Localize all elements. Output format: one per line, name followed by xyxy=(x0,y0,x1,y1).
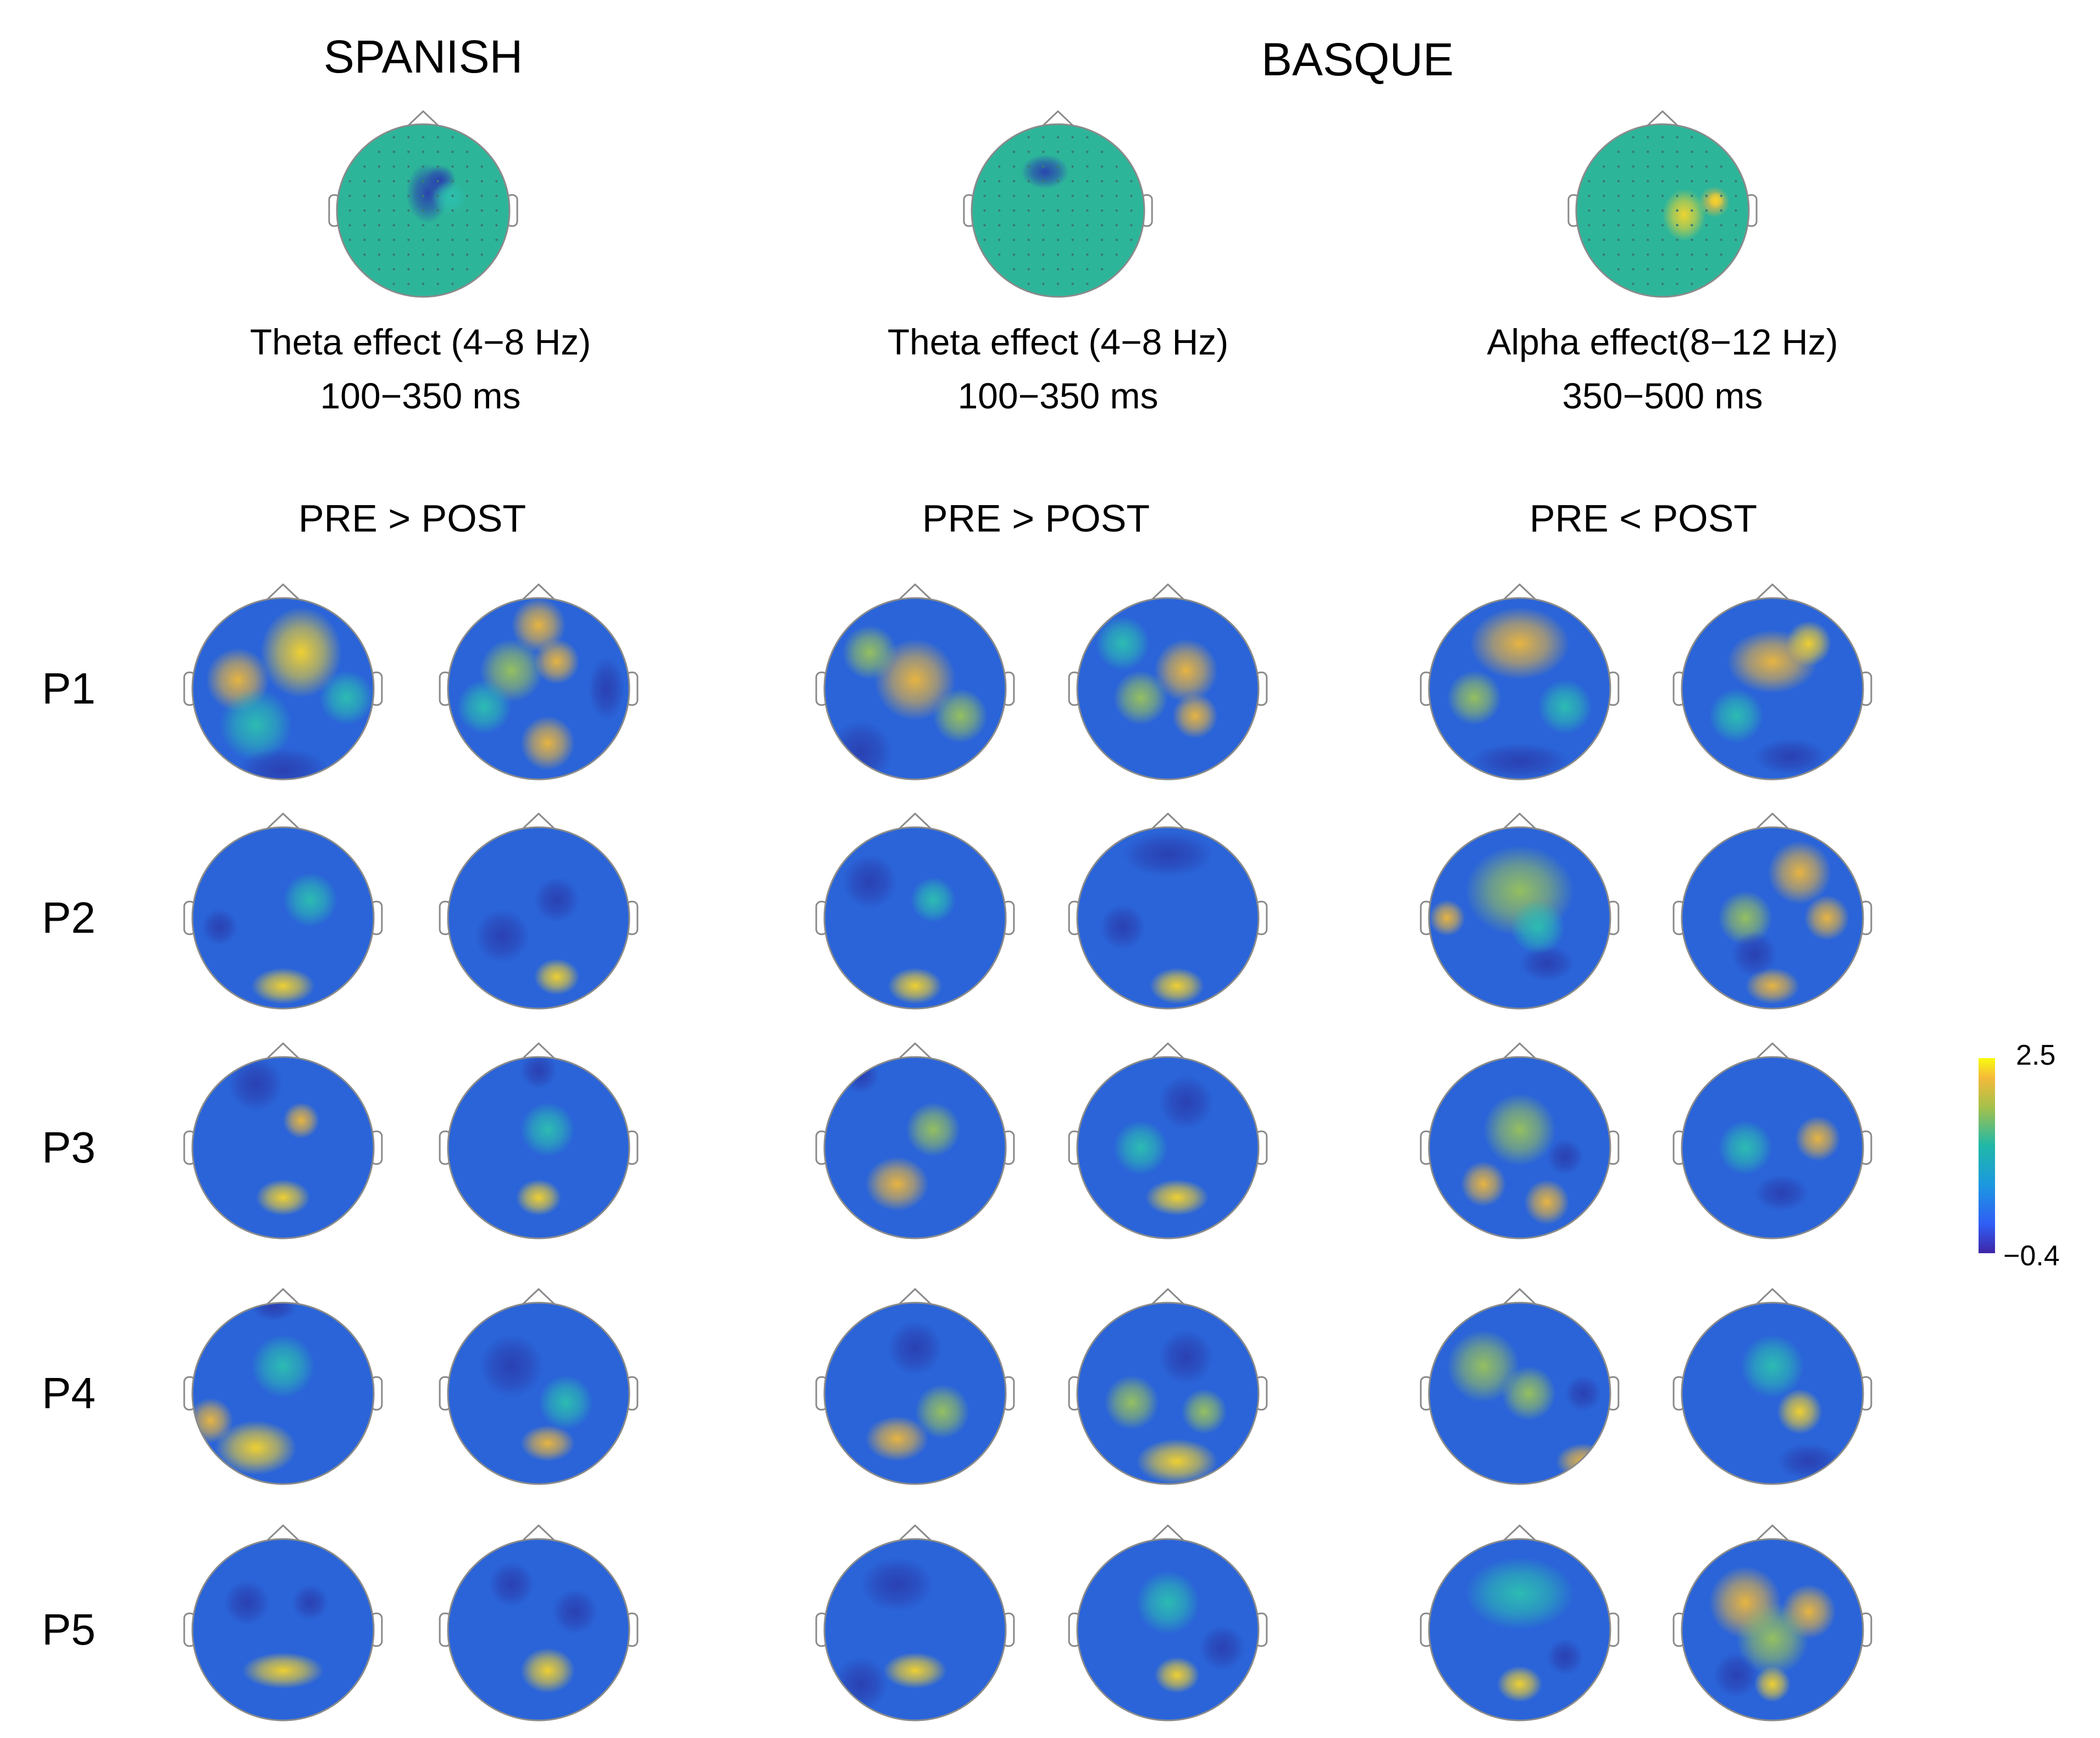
topomap-p2-1 xyxy=(183,812,383,1010)
colorbar-max-label: 2.5 xyxy=(2016,1039,2056,1071)
condition-label-2: PRE > POST xyxy=(922,497,1150,540)
topomap-p1-5 xyxy=(1420,583,1620,781)
topomap-p5-6 xyxy=(1672,1524,1872,1722)
language-label-spanish: SPANISH xyxy=(323,31,523,82)
topomap-p1-1 xyxy=(183,583,383,781)
effect-3-window: 350−500 ms xyxy=(1562,375,1763,416)
summary-map-spanish-theta xyxy=(328,110,518,298)
topomap-p3-5 xyxy=(1420,1042,1620,1239)
topomap-p2-5 xyxy=(1420,812,1620,1010)
colorbar-min-label: −0.4 xyxy=(2003,1240,2060,1272)
topomap-p4-2 xyxy=(439,1288,639,1485)
topomap-p1-4 xyxy=(1068,583,1268,781)
condition-label-1: PRE > POST xyxy=(298,497,527,540)
topomap-p3-2 xyxy=(439,1042,639,1239)
participant-label-p1: P1 xyxy=(42,664,96,713)
effect-2-window: 100−350 ms xyxy=(957,375,1159,416)
effect-1-window: 100−350 ms xyxy=(320,375,521,416)
topomap-p5-3 xyxy=(815,1524,1015,1722)
topomap-p1-6 xyxy=(1672,583,1872,781)
effect-3-band: Alpha effect(8−12 Hz) xyxy=(1487,322,1838,362)
topomap-p1-2 xyxy=(439,583,639,781)
summary-map-basque-theta xyxy=(963,110,1153,298)
language-label-basque: BASQUE xyxy=(1261,34,1454,85)
participant-label-p2: P2 xyxy=(42,893,96,942)
topomap-p3-1 xyxy=(183,1042,383,1239)
topomap-p2-3 xyxy=(815,812,1015,1010)
colorbar xyxy=(1979,1058,1995,1253)
topomap-p1-3 xyxy=(815,583,1015,781)
topomap-p5-2 xyxy=(439,1524,639,1722)
topomap-p4-3 xyxy=(815,1288,1015,1485)
participant-label-p4: P4 xyxy=(42,1369,96,1418)
participant-label-p3: P3 xyxy=(42,1123,96,1172)
topomap-p4-1 xyxy=(183,1288,383,1485)
topomap-p5-1 xyxy=(183,1524,383,1722)
topomap-p5-5 xyxy=(1420,1524,1620,1722)
effect-2-band: Theta effect (4−8 Hz) xyxy=(887,322,1229,362)
topomap-p2-2 xyxy=(439,812,639,1010)
topomap-p3-3 xyxy=(815,1042,1015,1239)
topomap-p2-4 xyxy=(1068,812,1268,1010)
effect-1-band: Theta effect (4−8 Hz) xyxy=(250,322,591,362)
topomap-p2-6 xyxy=(1672,812,1872,1010)
topomap-p5-4 xyxy=(1068,1524,1268,1722)
topomap-p4-5 xyxy=(1420,1288,1620,1485)
participant-label-p5: P5 xyxy=(42,1605,96,1654)
condition-label-3: PRE < POST xyxy=(1529,497,1758,540)
topomap-p4-6 xyxy=(1672,1288,1872,1485)
summary-map-basque-alpha xyxy=(1567,110,1758,298)
topomap-p4-4 xyxy=(1068,1288,1268,1485)
topomap-p3-6 xyxy=(1672,1042,1872,1239)
topomap-p3-4 xyxy=(1068,1042,1268,1239)
